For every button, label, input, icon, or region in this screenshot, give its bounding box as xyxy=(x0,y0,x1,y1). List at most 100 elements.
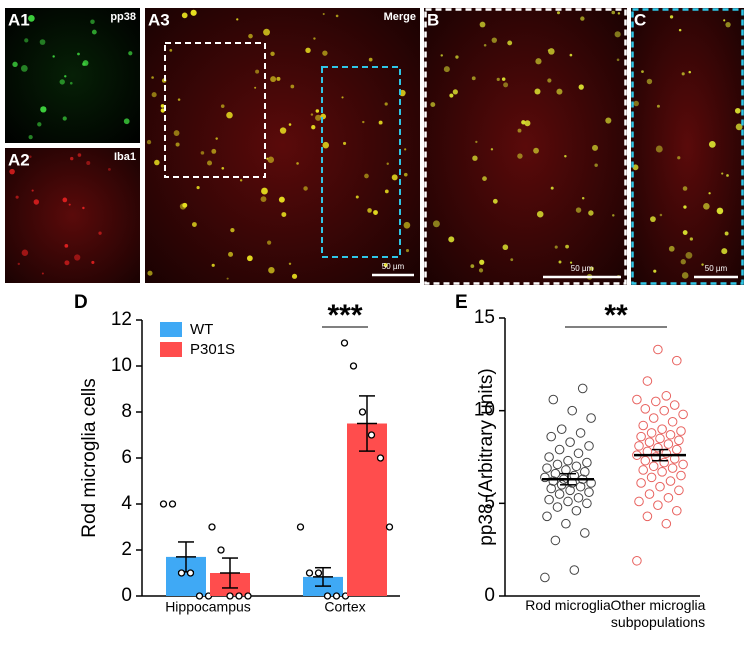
cell-speck xyxy=(191,222,197,227)
cell-speck xyxy=(517,128,522,133)
legend-label: P301S xyxy=(190,341,235,358)
cell-speck xyxy=(404,148,407,151)
cell-speck xyxy=(383,263,388,268)
cell-speck xyxy=(270,51,275,57)
cell-speck xyxy=(533,147,539,154)
cell-speck xyxy=(703,203,710,210)
cell-speck xyxy=(617,12,621,15)
data-point xyxy=(634,496,644,507)
cell-speck xyxy=(734,107,741,114)
cell-speck xyxy=(548,48,555,55)
cell-speck xyxy=(62,197,68,203)
y-tick-label: 5 xyxy=(484,492,495,513)
data-point xyxy=(575,481,586,492)
cell-speck xyxy=(15,195,19,199)
cell-speck xyxy=(341,96,344,99)
cell-speck xyxy=(266,157,269,160)
cell-speck xyxy=(221,166,225,170)
y-tick-label: 0 xyxy=(484,585,495,606)
cell-speck xyxy=(653,269,657,273)
cell-speck xyxy=(263,28,270,36)
stain-label: Iba1 xyxy=(114,151,136,163)
cell-speck xyxy=(521,120,526,125)
cell-speck xyxy=(290,84,295,89)
cell-speck xyxy=(59,79,65,85)
x-tick-label-box: Other microglia subpopulations xyxy=(611,597,706,630)
cell-speck xyxy=(678,28,682,32)
data-point xyxy=(676,470,686,481)
cell-speck xyxy=(40,106,47,113)
cell-speck xyxy=(128,51,133,56)
data-point xyxy=(323,592,332,600)
cell-speck xyxy=(479,21,486,28)
data-point xyxy=(186,569,195,577)
cell-speck xyxy=(378,120,383,125)
data-point xyxy=(674,485,684,496)
data-point xyxy=(305,569,314,577)
data-point xyxy=(653,344,663,355)
cell-speck xyxy=(588,210,594,216)
cell-speck xyxy=(681,272,689,279)
data-point xyxy=(561,518,571,529)
significance-label: ** xyxy=(604,299,628,332)
data-point xyxy=(582,498,592,509)
inset-border xyxy=(631,8,744,285)
data-point xyxy=(659,405,670,416)
y-tick-label: 0 xyxy=(121,585,132,606)
cell-speck xyxy=(313,37,316,40)
panel-label: A1 xyxy=(8,10,30,29)
cell-speck xyxy=(151,92,157,98)
data-point xyxy=(678,409,688,420)
cell-speck xyxy=(491,37,498,43)
cell-speck xyxy=(655,145,663,153)
cell-speck xyxy=(226,111,233,119)
cell-speck xyxy=(650,216,656,223)
cell-speck xyxy=(688,70,692,74)
y-tick-label: 10 xyxy=(474,400,495,421)
data-point xyxy=(636,431,646,442)
cell-speck xyxy=(315,109,320,113)
data-point xyxy=(659,457,670,468)
cell-speck xyxy=(482,176,487,181)
data-point xyxy=(669,400,680,410)
cell-speck xyxy=(260,196,267,203)
cell-speck xyxy=(384,102,388,106)
data-point xyxy=(168,500,177,508)
cell-speck xyxy=(449,93,454,98)
cell-speck xyxy=(310,113,314,116)
panel-label: C xyxy=(634,10,646,29)
cell-speck xyxy=(507,40,513,46)
panel-label: B xyxy=(427,10,439,29)
cell-speck xyxy=(151,76,154,79)
micrograph xyxy=(5,148,140,283)
data-point xyxy=(638,420,649,431)
cell-speck xyxy=(342,141,347,145)
data-point xyxy=(661,518,672,529)
y-tick-label: 8 xyxy=(121,401,132,422)
cell-speck xyxy=(288,262,292,266)
cell-speck xyxy=(281,212,287,217)
cell-speck xyxy=(28,15,35,22)
cell-speck xyxy=(107,167,111,171)
panel-label: A3 xyxy=(148,10,170,29)
data-point xyxy=(636,478,646,488)
cell-speck xyxy=(510,258,514,262)
cell-speck xyxy=(403,221,411,229)
y-tick-label: 15 xyxy=(474,307,495,328)
cell-speck xyxy=(146,139,152,145)
data-point xyxy=(584,487,594,498)
cell-speck xyxy=(211,148,217,154)
cell-speck xyxy=(501,77,506,81)
cell-speck xyxy=(564,154,567,158)
inset-border xyxy=(424,8,627,285)
cell-speck xyxy=(589,266,594,271)
cell-speck xyxy=(536,210,544,218)
data-point xyxy=(208,523,216,531)
cell-speck xyxy=(448,236,455,243)
data-point xyxy=(575,428,586,438)
data-point xyxy=(546,483,557,494)
cell-speck xyxy=(279,127,287,134)
data-point xyxy=(244,592,252,600)
cell-speck xyxy=(503,82,509,88)
micrograph xyxy=(631,8,744,285)
